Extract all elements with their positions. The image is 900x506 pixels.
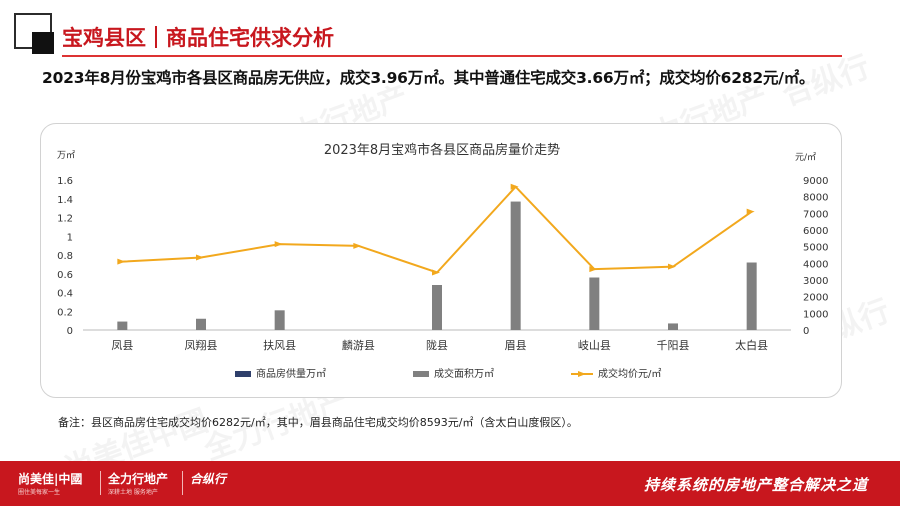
- left-axis-tick-label: 1.2: [57, 214, 73, 225]
- right-axis-unit: 元/㎡: [795, 152, 816, 163]
- footnote: 备注：县区商品房住宅成交均价6282元/㎡，其中，眉县商品住宅成交均价8593元…: [58, 416, 578, 429]
- footer-divider: [182, 471, 183, 495]
- left-axis-tick-label: 0.6: [57, 270, 73, 281]
- right-axis-tick-label: 3000: [803, 276, 828, 287]
- point-avg-price: [432, 269, 440, 276]
- legend-label-avg-price: 成交均价元/㎡: [598, 367, 661, 380]
- point-avg-price: [353, 242, 362, 249]
- point-avg-price: [117, 258, 126, 265]
- page-title-region: 宝鸡县区: [62, 26, 146, 50]
- right-axis-tick-label: 4000: [803, 259, 828, 270]
- right-axis-tick-label: 0: [803, 326, 809, 337]
- x-axis-category-label: 千阳县: [657, 339, 690, 352]
- left-axis-tick-label: 1.6: [57, 176, 73, 187]
- left-axis-tick-label: 1.4: [57, 195, 73, 206]
- footer-slogan: 持续系统的房地产整合解决之道: [643, 476, 868, 494]
- chart-panel: 2023年8月宝鸡市各县区商品房量价走势万㎡ 元/㎡ 0 0.2 0.4 0.6 0.8 1 1…: [40, 123, 842, 398]
- bar-transaction-area: [274, 310, 285, 330]
- x-axis-category-label: 麟游县: [342, 338, 375, 352]
- bar-transaction-area: [196, 318, 206, 330]
- point-avg-price: [274, 241, 283, 248]
- x-axis-category-label: 太白县: [735, 338, 768, 352]
- x-axis-category-label: 凤县: [111, 339, 133, 352]
- legend-swatch-transaction-area: [413, 371, 429, 377]
- right-axis-tick-label: 9000: [803, 176, 828, 187]
- point-avg-price: [668, 263, 676, 270]
- headline-summary: 2023年8月份宝鸡市各县区商品房无供应，成交3.96万㎡。其中普通住宅成交3.…: [42, 69, 815, 87]
- footer-bar: 尚美佳|中國 圈住美每家一生 全力行地产 深耕土地 服务地产 合纵行 持续系统的…: [0, 461, 900, 506]
- bar-transaction-area: [589, 277, 600, 330]
- point-avg-price: [196, 254, 204, 261]
- legend-marker-avg-price: [578, 371, 586, 377]
- left-axis-tick-label: 0: [67, 326, 73, 337]
- bar-transaction-area: [668, 323, 678, 330]
- right-axis-tick-label: 2000: [803, 293, 828, 304]
- legend-label-transaction-area: 成交面积万㎡: [434, 367, 494, 380]
- right-axis-tick-label: 6000: [803, 226, 828, 237]
- page-title: 宝鸡县区 商品住宅供求分析: [62, 20, 842, 54]
- point-avg-price: [589, 266, 598, 273]
- left-axis-tick-label: 0.4: [57, 289, 73, 300]
- bar-transaction-area: [117, 321, 128, 330]
- brand-logo-shangmeijia: 尚美佳|中國: [18, 472, 83, 486]
- x-axis-category-label: 陇县: [426, 338, 448, 352]
- left-axis-tick-label: 1: [67, 232, 73, 243]
- page-title-topic: 商品住宅供求分析: [166, 26, 334, 50]
- bar-transaction-area: [432, 285, 442, 330]
- left-axis-tick-label: 0.8: [57, 251, 73, 262]
- bar-transaction-area: [746, 262, 757, 330]
- chart-title: 2023年8月宝鸡市各县区商品房量价走势: [324, 142, 560, 158]
- footer-divider: [100, 471, 101, 495]
- legend-label-supply: 商品房供量万㎡: [256, 367, 326, 380]
- x-axis-category-label: 凤翔县: [185, 338, 218, 352]
- left-axis-tick-label: 0.2: [57, 307, 73, 318]
- brand-logo-quanlixing: 全力行地产: [108, 472, 169, 486]
- right-axis-tick-label: 7000: [803, 209, 828, 220]
- right-axis-tick-label: 5000: [803, 243, 828, 254]
- corner-square-fill: [32, 32, 54, 54]
- x-axis-category-label: 眉县: [505, 339, 527, 352]
- title-separator: [155, 26, 157, 48]
- x-axis-category-label: 岐山县: [578, 339, 611, 352]
- x-axis-category-label: 扶风县: [263, 338, 296, 352]
- brand-logo-hezongxing: 合纵行: [190, 472, 227, 486]
- title-underline: [62, 55, 842, 57]
- right-axis-tick-label: 8000: [803, 193, 828, 204]
- point-avg-price: [510, 183, 519, 190]
- right-axis-tick-label: 1000: [803, 309, 828, 320]
- brand-tagline-quanlixing: 深耕土地 服务地产: [108, 489, 158, 496]
- brand-tagline-shangmeijia: 圈住美每家一生: [18, 489, 61, 496]
- left-axis-unit: 万㎡: [57, 150, 75, 161]
- line-avg-price: [122, 185, 753, 274]
- legend-swatch-supply: [235, 371, 251, 377]
- point-avg-price: [746, 208, 755, 215]
- bar-transaction-area: [510, 201, 521, 330]
